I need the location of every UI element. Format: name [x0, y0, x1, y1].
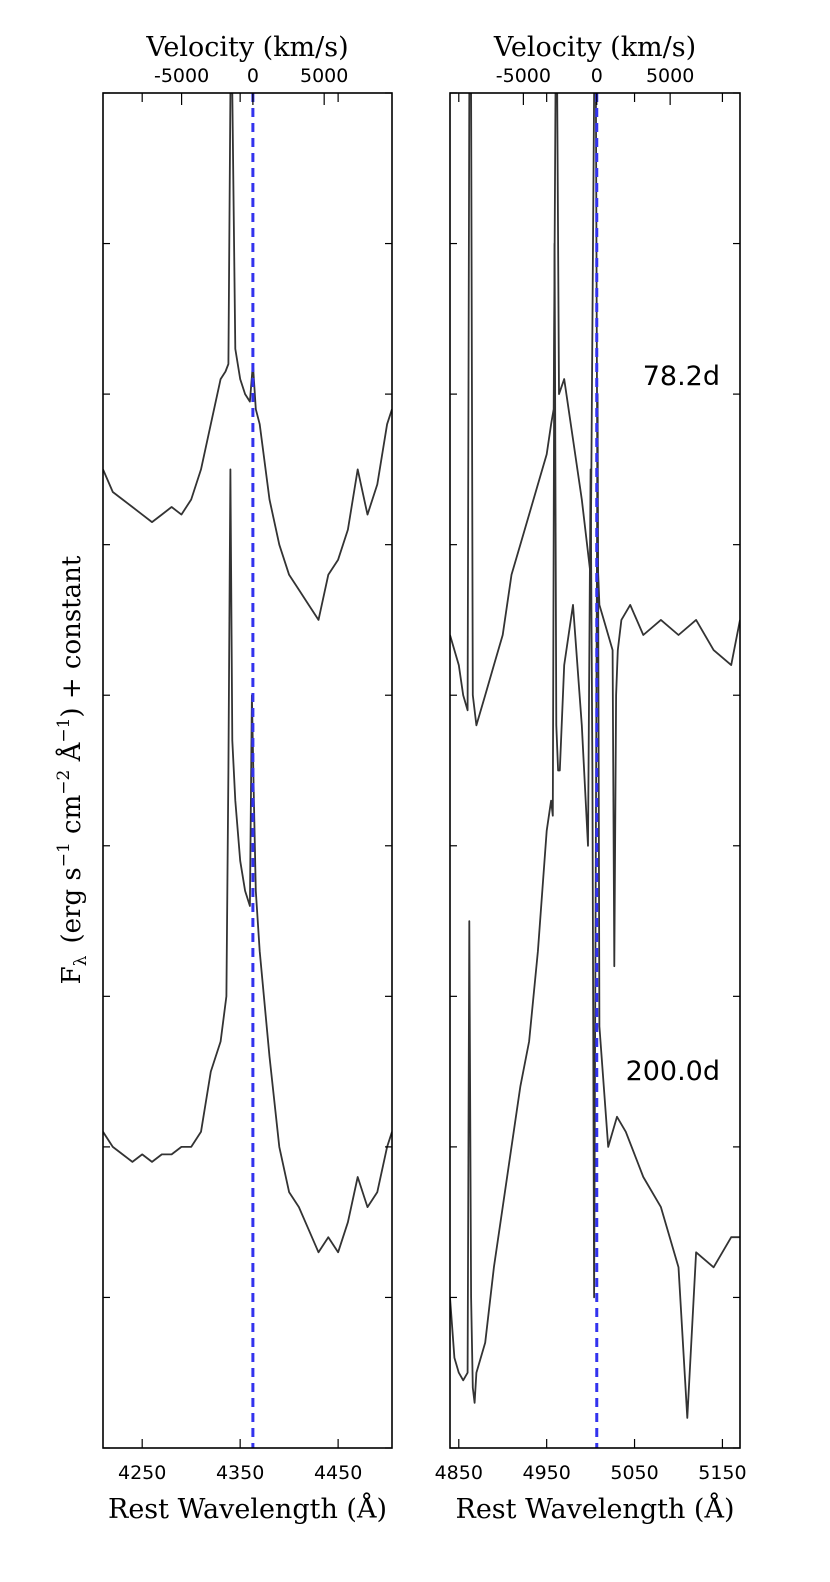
velocity-axis-label: Velocity (km/s) [145, 32, 348, 63]
ylabel-ang: Å [55, 741, 87, 769]
ylabel-sub: λ [71, 955, 91, 966]
velocity-axis-label: Velocity (km/s) [493, 32, 696, 63]
velocity-tick-label: -5000 [154, 65, 209, 87]
x-tick-label: 4250 [118, 1462, 166, 1484]
spectrum-line-2 [103, 468, 392, 1254]
spectrum-line-1 [450, 93, 740, 968]
svg-text:Fλ(erg s−1 cm−2 Å−1) + constan: Fλ(erg s−1 cm−2 Å−1) + constant [54, 555, 91, 984]
epoch-label: 200.0d [626, 1056, 720, 1087]
x-axis-label: Rest Wavelength (Å) [108, 1492, 387, 1525]
ylabel-exp2: −2 [54, 770, 74, 795]
ylabel-unit-open: (erg s [57, 867, 87, 943]
ylabel-exp1: −1 [54, 842, 74, 867]
spectrum-line-1 [103, 93, 392, 621]
velocity-tick-label: 0 [247, 65, 259, 87]
ylabel-main: F [57, 966, 87, 984]
x-tick-label: 4450 [314, 1462, 362, 1484]
x-tick-label: 4350 [216, 1462, 264, 1484]
panel-left: 4250 4350 4450 -5000 0 5000 Rest Wavelength (Å… [102, 32, 393, 1525]
epoch-label: 78.2d [643, 361, 720, 392]
ylabel-tail: ) + constant [57, 555, 87, 717]
plot-frame [102, 92, 393, 1449]
velocity-tick-label: 5000 [300, 65, 348, 87]
x-tick-label: 4850 [435, 1462, 483, 1484]
velocity-tick-label: 5000 [646, 65, 694, 87]
x-tick-label: 5150 [698, 1462, 746, 1484]
ylabel-exp3: −1 [54, 718, 74, 743]
x-tick-label: 5050 [610, 1462, 658, 1484]
y-axis-label: Fλ(erg s−1 cm−2 Å−1) + constant [54, 555, 91, 984]
x-axis-label: Rest Wavelength (Å) [455, 1492, 734, 1525]
x-tick-label: 4950 [522, 1462, 570, 1484]
panel-right: 4850 4950 5050 5150 -5000 0 5000 Rest Wavelengt… [435, 32, 747, 1525]
velocity-tick-label: -5000 [496, 65, 551, 87]
spectrum-line-2 [450, 242, 740, 1419]
ylabel-cm: cm [57, 795, 87, 842]
velocity-tick-label: 0 [591, 65, 603, 87]
plot-frame [449, 92, 741, 1449]
